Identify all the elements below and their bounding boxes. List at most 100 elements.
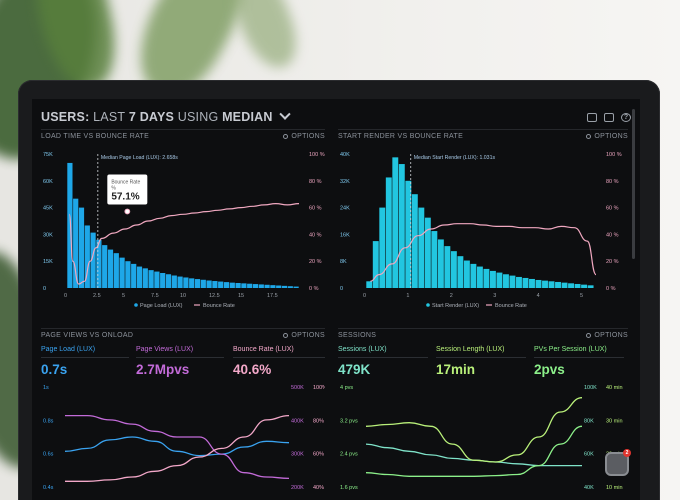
chart-bar: [183, 277, 189, 288]
tooltip-label: Bounce Rate: [111, 179, 140, 185]
chart-bar: [90, 232, 96, 288]
y-tick-label: 24K: [340, 206, 350, 212]
metric-value-sessions: 479K: [338, 362, 371, 377]
chart-bar: [247, 283, 253, 288]
y-tick-label-right: 200K: [291, 485, 304, 491]
chart-bar: [223, 282, 230, 288]
y-tick-label: 1.6 pvs: [340, 485, 358, 491]
y-tick-label: 3.2 pvs: [340, 418, 358, 424]
chart-bar: [125, 261, 131, 288]
y-tick-label: 0.8s: [43, 418, 54, 424]
x-tick-label: 0: [363, 293, 366, 299]
options-button[interactable]: OPTIONS: [283, 332, 325, 339]
x-tick-label: 7.5: [151, 293, 159, 299]
scrollbar[interactable]: [632, 109, 635, 259]
chart-bar: [84, 225, 90, 288]
chevron-down-icon[interactable]: [279, 108, 291, 120]
y-tick-label: 15K: [43, 259, 53, 265]
help-icon[interactable]: ?: [621, 112, 631, 122]
chart-bar: [535, 279, 542, 288]
chart-bar: [568, 283, 575, 288]
chart-bar: [444, 246, 451, 288]
chart-bar: [177, 276, 183, 288]
chart-bar: [212, 281, 218, 288]
divider: [233, 357, 325, 358]
y-tick-label: 8K: [340, 259, 347, 265]
divider: [436, 357, 526, 358]
chart-bar: [194, 279, 201, 288]
divider: [41, 357, 129, 358]
y-tick-label-right: 500K: [291, 385, 304, 391]
chart-bar: [463, 260, 470, 288]
series-line: [65, 414, 290, 482]
chart-bar: [189, 278, 195, 288]
metric-value-pvs-per-session: 2pvs: [534, 362, 565, 377]
series-line: [65, 414, 290, 480]
chart-bar: [165, 274, 172, 288]
x-tick-label: 12.5: [209, 293, 220, 299]
y-tick-label-right: 40%: [313, 485, 324, 491]
divider: [338, 357, 428, 358]
chart-bar: [113, 253, 119, 288]
chart-bar: [78, 207, 85, 288]
y-tick-label-right: 0 %: [606, 286, 616, 292]
metric-label-bounce-rate: Bounce Rate (LUX): [233, 346, 294, 353]
metric-value-page-load: 0.7s: [41, 362, 68, 377]
y-tick-label: 40K: [340, 152, 350, 158]
y-tick-label: 4 pvs: [340, 385, 353, 391]
image-icon[interactable]: [604, 112, 614, 122]
chart-bar: [119, 257, 125, 288]
options-button[interactable]: OPTIONS: [586, 332, 628, 339]
y-tick-label: 0: [340, 286, 343, 292]
chart-bar: [96, 239, 102, 288]
x-tick-label: 2: [450, 293, 453, 299]
series-line: [64, 436, 290, 457]
chart-bar: [154, 271, 160, 288]
legend-label: Bounce Rate: [203, 303, 235, 309]
y-tick-label-right: 100%: [313, 385, 325, 391]
chart-bar: [218, 281, 224, 288]
options-button[interactable]: OPTIONS: [586, 133, 628, 140]
y-tick-label-right: 40 min: [606, 385, 623, 391]
chart-bar: [418, 207, 425, 288]
x-tick-label: 17.5: [267, 293, 278, 299]
y-tick-label: 60K: [43, 179, 53, 185]
y-tick-label: 0.4s: [43, 485, 54, 491]
y-tick-label-right: 300K: [291, 452, 304, 458]
divider: [136, 357, 224, 358]
chart-bar: [542, 280, 548, 288]
chart-bar: [548, 281, 555, 288]
x-tick-label: 5: [122, 293, 125, 299]
chart-bar: [131, 263, 137, 288]
dashboard-title[interactable]: USERS: LAST 7 DAYS USING MEDIAN: [41, 108, 291, 124]
y-tick-label-right: 40K: [584, 485, 594, 491]
metric-label-sessions: Sessions (LUX): [338, 346, 387, 353]
chart-bar: [102, 245, 108, 288]
monitor-icon[interactable]: [587, 112, 597, 122]
chart-bar: [437, 239, 444, 288]
y-tick-label-right: 80%: [313, 418, 324, 424]
panel-title: SESSIONS: [338, 332, 377, 339]
chart-bar: [136, 266, 143, 288]
x-tick-label: 10: [180, 293, 186, 299]
chart-bar: [171, 275, 177, 288]
chart-bar: [411, 194, 418, 288]
chart-bar: [293, 286, 299, 288]
options-button[interactable]: OPTIONS: [283, 133, 325, 140]
metric-label-session-length: Session Length (LUX): [436, 346, 505, 353]
panel-sessions: SESSIONS OPTIONS Sessions (LUX) Session …: [338, 328, 628, 500]
sessions-chart: 4 pvs 100K 40 min 3.2 pvs 80K 30 min 2.4 pvs 60…: [340, 385, 623, 491]
chart-bar: [264, 284, 270, 288]
chart-bar: [457, 256, 464, 288]
chart-bar: [200, 279, 206, 288]
plant-leaf: [224, 0, 306, 76]
tooltip-sub: %: [111, 185, 116, 191]
chart-bar: [522, 277, 529, 288]
chart-bar: [502, 274, 509, 288]
legend-swatch-bars: [426, 303, 430, 307]
chart-bar: [252, 284, 259, 288]
divider: [534, 357, 624, 358]
page-views-chart: 1s 500K 100% 0.8s 400K 80% 0.6s 300K 60% 0.4s 200K…: [43, 385, 325, 491]
x-tick-label: 1: [406, 293, 409, 299]
